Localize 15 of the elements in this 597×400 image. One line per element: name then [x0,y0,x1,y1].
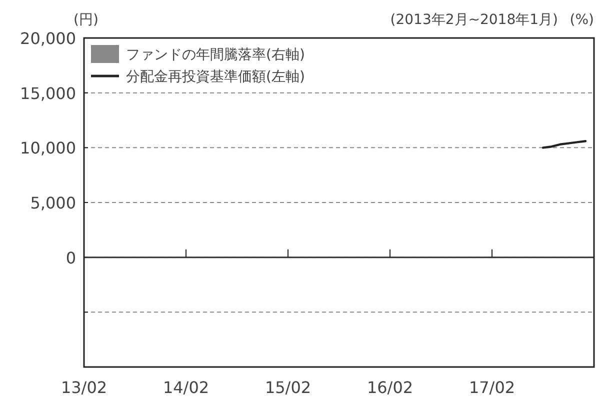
chart-subtitle: (2013年2月~2018年1月) [390,12,558,28]
y-tick-label: 5,000 [30,194,76,212]
x-tick-label: 17/02 [468,378,516,397]
x-tick-label: 14/02 [162,378,210,397]
y-tick-label: 20,000 [20,29,76,48]
legend-label: ファンドの年間騰落率(右軸) [126,47,305,63]
y-tick-label: 15,000 [20,84,76,103]
x-tick-label: 15/02 [264,378,312,397]
y2-axis-title: (%) [570,12,594,28]
y-axis-title: (円) [74,12,98,28]
y-tick-label: 0 [66,248,76,268]
y-tick-label: 10,000 [20,138,76,158]
x-tick-label: 16/02 [366,378,414,397]
legend-label: 分配金再投資基準価額(左軸) [126,69,305,85]
x-tick-label: 13/02 [60,378,108,397]
